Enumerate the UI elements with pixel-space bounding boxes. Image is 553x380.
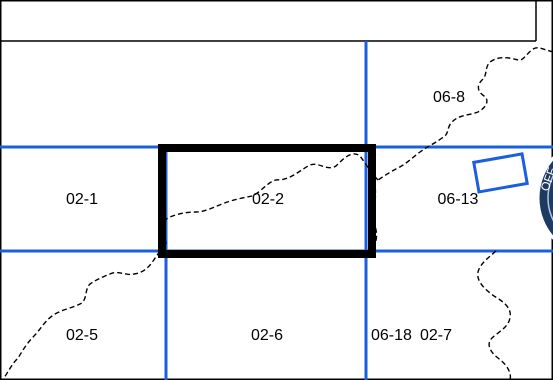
boundary-line-left-lower bbox=[3, 250, 161, 379]
tile-label-02-2[interactable]: 02-2 bbox=[252, 191, 284, 208]
tile-label-02-6[interactable]: 02-6 bbox=[251, 327, 283, 344]
boundary-line-middle bbox=[162, 153, 379, 245]
tile-label-02-7[interactable]: 02-7 bbox=[420, 327, 452, 344]
selected-tile-frame[interactable] bbox=[158, 144, 376, 258]
seal-logo: OFF bbox=[536, 156, 553, 240]
svg-text:OFF: OFF bbox=[538, 166, 553, 193]
boundary-line-bottom-right bbox=[477, 250, 512, 380]
tile-label-06-18[interactable]: 06-18 bbox=[371, 327, 412, 344]
tile-label-02-1[interactable]: 02-1 bbox=[66, 191, 98, 208]
inset-marker bbox=[472, 152, 529, 194]
tile-label-02-5[interactable]: 02-5 bbox=[66, 327, 98, 344]
boundary-line-upper-right bbox=[377, 47, 553, 181]
boundary-lines bbox=[3, 47, 553, 380]
tile-labels: 02-1 02-2 06-13 06-8 02-5 02-6 06-18 02-… bbox=[66, 89, 479, 344]
tile-label-06-13[interactable]: 06-13 bbox=[438, 191, 479, 208]
tile-label-06-8[interactable]: 06-8 bbox=[433, 89, 465, 106]
